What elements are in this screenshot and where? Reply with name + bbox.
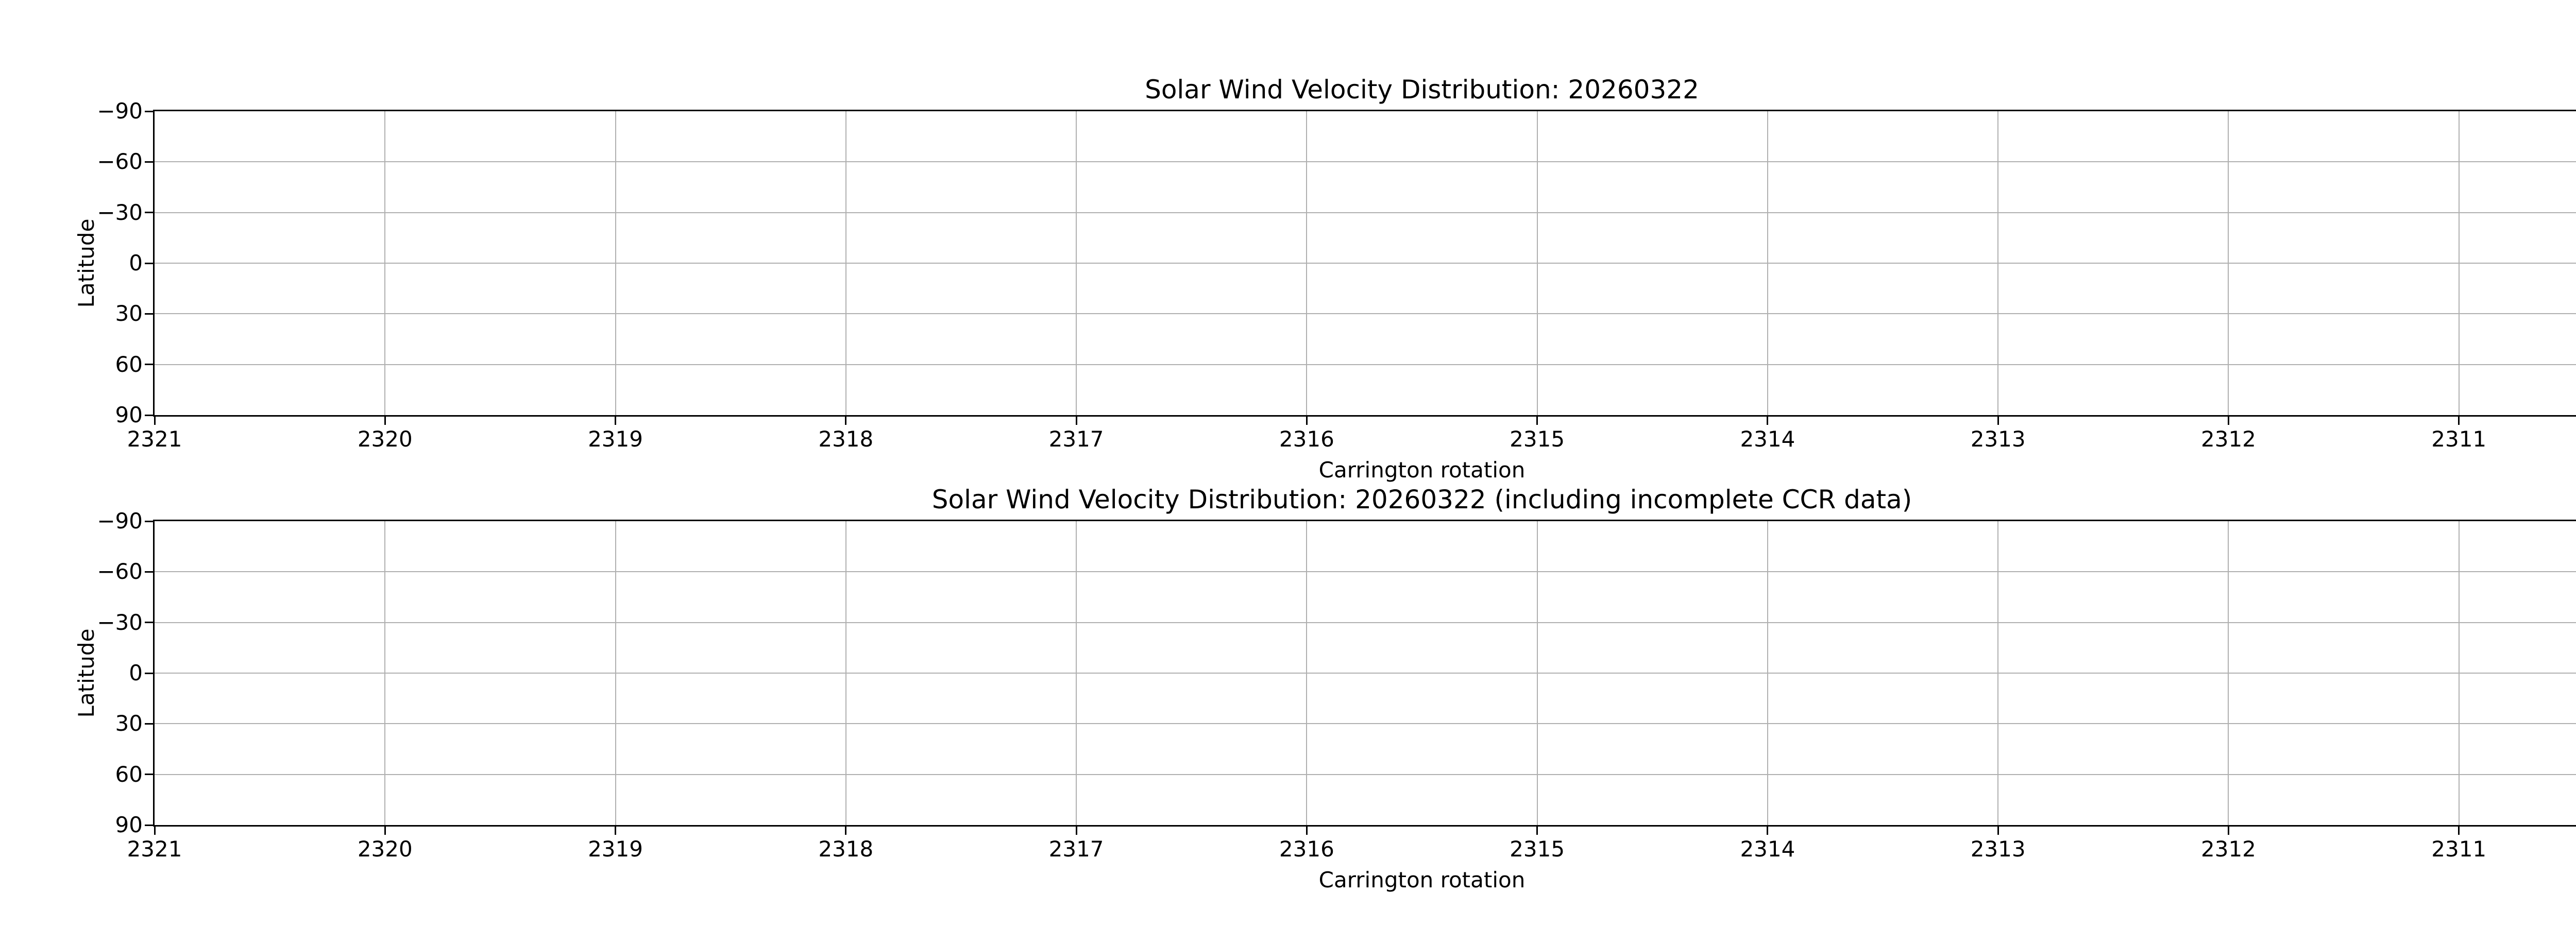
x-tick-label: 2320 [357,836,413,862]
top-plot-x-axis-label: Carrington rotation [1318,457,1526,483]
x-tick-mark [845,827,847,835]
x-tick-label: 2319 [588,426,643,452]
x-tick-mark [1075,417,1077,425]
x-tick-mark [1536,827,1538,835]
y-tick-label: 0 [129,250,143,276]
x-tick-label: 2311 [2431,426,2487,452]
x-tick-mark [2458,827,2460,835]
y-tick-label: −60 [97,559,143,585]
x-tick-label: 2315 [1510,836,1565,862]
y-tick-label: 30 [115,711,143,736]
x-tick-mark [1767,417,1769,425]
y-tick-label: 0 [129,660,143,685]
x-tick-mark [384,827,386,835]
x-tick-label: 2317 [1048,426,1104,452]
y-tick-label: 60 [115,761,143,787]
x-tick-label: 2313 [1970,836,2026,862]
x-tick-label: 2316 [1279,426,1334,452]
y-tick-label: −30 [97,609,143,635]
x-tick-mark [1306,827,1308,835]
x-tick-label: 2316 [1279,836,1334,862]
bottom-plot-area [153,520,2576,827]
x-tick-mark [1767,827,1769,835]
y-tick-mark [145,520,153,522]
gridline-horizontal [155,161,2576,163]
y-tick-mark [145,672,153,674]
y-tick-mark [145,774,153,776]
gridline-horizontal [155,571,2576,573]
x-tick-mark [615,417,617,425]
y-tick-mark [145,723,153,725]
x-tick-mark [154,417,156,425]
y-tick-mark [145,212,153,214]
y-tick-mark [145,364,153,366]
x-tick-mark [1997,417,1999,425]
x-tick-label: 2321 [127,836,182,862]
x-tick-mark [384,417,386,425]
y-tick-label: 90 [115,402,143,427]
x-tick-label: 2313 [1970,426,2026,452]
x-tick-mark [845,417,847,425]
x-tick-mark [1997,827,1999,835]
x-tick-label: 2314 [1740,836,1795,862]
bottom-plot-x-axis-label: Carrington rotation [1318,867,1526,892]
x-tick-mark [2227,827,2229,835]
x-tick-label: 2320 [357,426,413,452]
y-tick-mark [145,571,153,573]
gridline-horizontal [155,723,2576,725]
x-tick-mark [615,827,617,835]
y-tick-mark [145,824,153,826]
y-tick-label: −90 [97,508,143,534]
x-tick-label: 2314 [1740,426,1795,452]
gridline-horizontal [155,622,2576,623]
y-tick-label: −90 [97,98,143,124]
x-tick-label: 2319 [588,836,643,862]
top-plot-area [153,110,2576,417]
y-tick-mark [145,414,153,416]
y-tick-mark [145,161,153,163]
x-tick-label: 2311 [2431,836,2487,862]
x-tick-label: 2321 [127,426,182,452]
gridline-horizontal [155,263,2576,264]
y-tick-mark [145,110,153,112]
y-tick-mark [145,313,153,315]
x-tick-mark [2227,417,2229,425]
y-tick-mark [145,262,153,264]
bottom-plot-title: Solar Wind Velocity Distribution: 202603… [931,485,1912,514]
x-tick-label: 2312 [2201,426,2256,452]
y-tick-label: −60 [97,149,143,175]
y-tick-label: 60 [115,351,143,377]
x-tick-mark [2458,417,2460,425]
gridline-horizontal [155,364,2576,365]
y-tick-label: 30 [115,301,143,327]
x-tick-label: 2317 [1048,836,1104,862]
gridline-horizontal [155,774,2576,775]
y-tick-label: 90 [115,812,143,837]
x-tick-label: 2315 [1510,426,1565,452]
gridline-horizontal [155,673,2576,674]
x-tick-label: 2318 [818,836,874,862]
x-tick-mark [1306,417,1308,425]
x-tick-label: 2318 [818,426,874,452]
y-tick-mark [145,622,153,624]
x-tick-mark [154,827,156,835]
x-tick-label: 2312 [2201,836,2256,862]
gridline-horizontal [155,212,2576,213]
y-tick-label: −30 [97,199,143,225]
gridline-horizontal [155,313,2576,315]
x-tick-mark [1075,827,1077,835]
x-tick-mark [1536,417,1538,425]
top-plot-title: Solar Wind Velocity Distribution: 202603… [1145,75,1699,105]
